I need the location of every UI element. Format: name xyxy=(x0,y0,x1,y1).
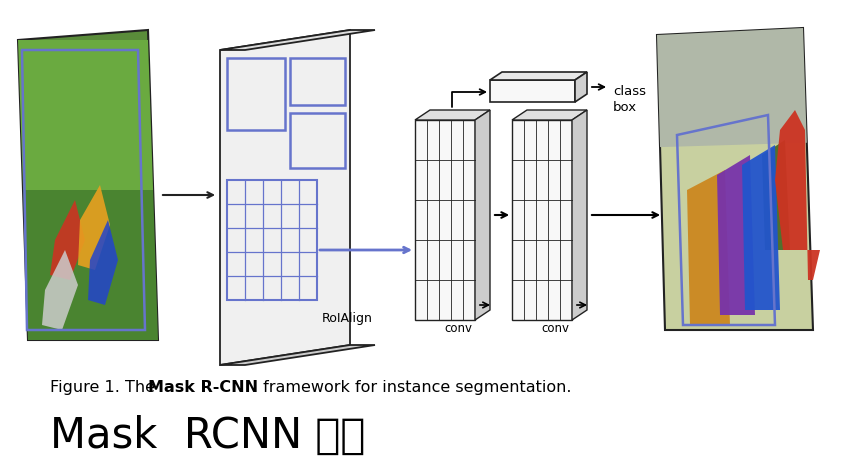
Polygon shape xyxy=(220,345,375,365)
Polygon shape xyxy=(490,80,575,102)
Polygon shape xyxy=(762,140,790,250)
Text: conv: conv xyxy=(444,322,472,335)
Polygon shape xyxy=(687,170,730,325)
Polygon shape xyxy=(742,145,780,310)
Polygon shape xyxy=(575,72,587,102)
Polygon shape xyxy=(572,110,587,320)
Text: Mask  RCNN 结构: Mask RCNN 结构 xyxy=(50,415,366,457)
Polygon shape xyxy=(490,72,587,80)
Text: Figure 1. The: Figure 1. The xyxy=(50,380,160,395)
Text: framework for instance segmentation.: framework for instance segmentation. xyxy=(258,380,572,395)
Polygon shape xyxy=(717,155,755,315)
Polygon shape xyxy=(512,120,572,320)
Polygon shape xyxy=(512,110,587,120)
Polygon shape xyxy=(23,190,158,340)
Polygon shape xyxy=(220,30,375,50)
Polygon shape xyxy=(415,110,490,120)
Text: RoIAlign: RoIAlign xyxy=(322,312,373,325)
Polygon shape xyxy=(415,120,475,320)
Polygon shape xyxy=(42,250,78,330)
Polygon shape xyxy=(18,30,158,340)
Polygon shape xyxy=(18,40,153,190)
Polygon shape xyxy=(657,28,813,330)
Polygon shape xyxy=(88,220,118,305)
Polygon shape xyxy=(50,200,85,280)
Text: Mask R-CNN: Mask R-CNN xyxy=(148,380,258,395)
Polygon shape xyxy=(775,110,820,280)
Text: class
box: class box xyxy=(613,85,646,114)
Polygon shape xyxy=(475,110,490,320)
Polygon shape xyxy=(657,28,807,147)
Text: conv: conv xyxy=(541,322,569,335)
Polygon shape xyxy=(78,185,110,270)
Polygon shape xyxy=(220,30,350,365)
